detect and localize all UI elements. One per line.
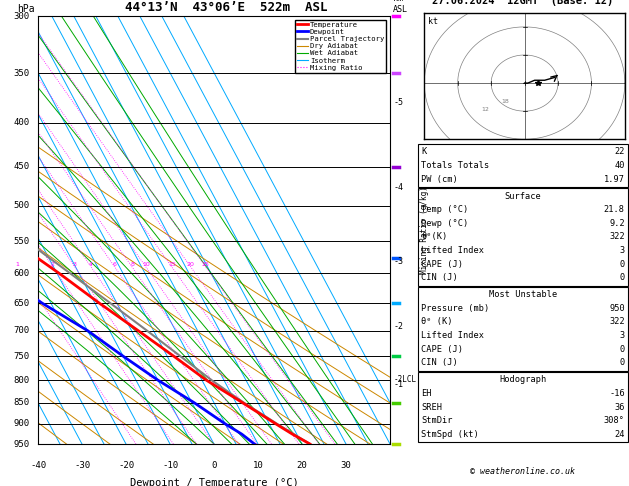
Text: CIN (J): CIN (J) <box>421 358 458 367</box>
Text: 3: 3 <box>620 246 625 255</box>
Text: -4: -4 <box>394 183 404 192</box>
Text: © weatheronline.co.uk: © weatheronline.co.uk <box>470 467 576 476</box>
Text: 322: 322 <box>609 232 625 242</box>
Text: Lifted Index: Lifted Index <box>421 246 484 255</box>
Text: PW (cm): PW (cm) <box>421 174 458 184</box>
Text: 0: 0 <box>620 273 625 282</box>
Text: hPa: hPa <box>17 3 35 14</box>
Text: -2LCL: -2LCL <box>394 375 416 384</box>
Text: 300: 300 <box>13 12 29 20</box>
Text: 36: 36 <box>615 402 625 412</box>
Text: 20: 20 <box>187 262 195 267</box>
Text: 6: 6 <box>113 262 117 267</box>
Text: EH: EH <box>421 389 431 398</box>
Text: -2: -2 <box>394 322 404 331</box>
Text: 400: 400 <box>13 118 29 127</box>
Text: Surface: Surface <box>504 191 542 201</box>
Text: 308°: 308° <box>604 416 625 425</box>
Legend: Temperature, Dewpoint, Parcel Trajectory, Dry Adiabat, Wet Adiabat, Isotherm, Mi: Temperature, Dewpoint, Parcel Trajectory… <box>294 19 386 73</box>
Text: 750: 750 <box>13 352 29 361</box>
Text: CIN (J): CIN (J) <box>421 273 458 282</box>
Text: 600: 600 <box>13 269 29 278</box>
Text: Dewpoint / Temperature (°C): Dewpoint / Temperature (°C) <box>130 478 298 486</box>
Text: 25: 25 <box>202 262 210 267</box>
Text: 900: 900 <box>13 419 29 429</box>
Text: 44°13’N  43°06’E  522m  ASL: 44°13’N 43°06’E 522m ASL <box>125 0 328 14</box>
Text: 850: 850 <box>13 398 29 407</box>
Text: 0: 0 <box>620 358 625 367</box>
Text: 3: 3 <box>620 331 625 340</box>
Text: 650: 650 <box>13 298 29 308</box>
Text: 12: 12 <box>481 107 489 112</box>
Text: 24: 24 <box>615 430 625 439</box>
Text: 15: 15 <box>168 262 175 267</box>
Text: θᵉ (K): θᵉ (K) <box>421 317 453 327</box>
Text: CAPE (J): CAPE (J) <box>421 260 463 269</box>
Text: 350: 350 <box>13 69 29 78</box>
Text: Totals Totals: Totals Totals <box>421 161 489 170</box>
Text: CAPE (J): CAPE (J) <box>421 345 463 354</box>
Text: -30: -30 <box>74 461 90 470</box>
Text: 20: 20 <box>297 461 308 470</box>
Text: 700: 700 <box>13 326 29 335</box>
Text: 4: 4 <box>89 262 93 267</box>
Text: -3: -3 <box>394 257 404 266</box>
Text: 550: 550 <box>13 237 29 245</box>
Text: km
ASL: km ASL <box>393 0 408 14</box>
Text: Dewp (°C): Dewp (°C) <box>421 219 469 228</box>
Text: StmDir: StmDir <box>421 416 453 425</box>
Text: 1.97: 1.97 <box>604 174 625 184</box>
Text: SREH: SREH <box>421 402 442 412</box>
Text: 800: 800 <box>13 376 29 385</box>
Text: 9.2: 9.2 <box>609 219 625 228</box>
Text: -5: -5 <box>394 98 404 107</box>
Text: Lifted Index: Lifted Index <box>421 331 484 340</box>
Text: -1: -1 <box>394 381 404 389</box>
Text: 8: 8 <box>130 262 134 267</box>
Text: 450: 450 <box>13 162 29 171</box>
Text: 30: 30 <box>341 461 352 470</box>
Text: Pressure (mb): Pressure (mb) <box>421 304 489 313</box>
Text: Temp (°C): Temp (°C) <box>421 205 469 214</box>
Text: 500: 500 <box>13 201 29 210</box>
Text: 27.06.2024  12GMT  (Base: 12): 27.06.2024 12GMT (Base: 12) <box>432 0 614 5</box>
Text: 21.8: 21.8 <box>604 205 625 214</box>
Text: -20: -20 <box>118 461 134 470</box>
Text: 18: 18 <box>501 99 509 104</box>
Text: 22: 22 <box>615 147 625 156</box>
Text: 10: 10 <box>253 461 264 470</box>
Text: 40: 40 <box>615 161 625 170</box>
Text: Hodograph: Hodograph <box>499 375 547 384</box>
Text: 0: 0 <box>211 461 216 470</box>
Text: θᵉ(K): θᵉ(K) <box>421 232 447 242</box>
Text: Mixing Ratio (g/kg): Mixing Ratio (g/kg) <box>420 186 429 274</box>
Text: -16: -16 <box>609 389 625 398</box>
Text: -40: -40 <box>30 461 46 470</box>
Text: kt: kt <box>428 17 438 26</box>
Text: 3: 3 <box>73 262 77 267</box>
Text: -10: -10 <box>162 461 178 470</box>
Text: 950: 950 <box>13 439 29 449</box>
Text: K: K <box>421 147 426 156</box>
Text: Most Unstable: Most Unstable <box>489 290 557 299</box>
Text: 322: 322 <box>609 317 625 327</box>
Text: 10: 10 <box>142 262 150 267</box>
Text: 2: 2 <box>51 262 55 267</box>
Text: 1: 1 <box>16 262 19 267</box>
Text: 0: 0 <box>620 345 625 354</box>
Text: 950: 950 <box>609 304 625 313</box>
Text: StmSpd (kt): StmSpd (kt) <box>421 430 479 439</box>
Text: 0: 0 <box>620 260 625 269</box>
